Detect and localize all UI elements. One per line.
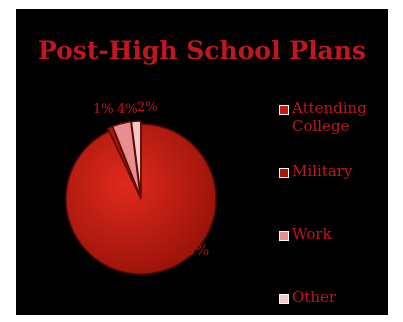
data-label-other: 2% bbox=[137, 100, 158, 115]
legend-label: Military bbox=[292, 162, 353, 180]
data-label-work: 4% bbox=[117, 102, 138, 117]
chart-area: Post-High School Plans 93% 1% 4% 2% Attendi… bbox=[16, 9, 388, 315]
legend-swatch-icon bbox=[279, 231, 289, 241]
data-label-attending-college: 93% bbox=[176, 241, 209, 259]
legend-label: Other bbox=[292, 288, 337, 306]
pie-slice-other bbox=[130, 120, 142, 197]
chart-title: Post-High School Plans bbox=[37, 36, 367, 65]
pie-slice-attending-college bbox=[65, 123, 217, 275]
legend-swatch-icon bbox=[279, 294, 289, 304]
legend-swatch-icon bbox=[279, 105, 289, 115]
data-label-military: 1% bbox=[93, 102, 114, 117]
legend-swatch-icon bbox=[279, 168, 289, 178]
pie-chart: 93% 1% 4% 2% bbox=[65, 100, 217, 275]
legend-label: Work bbox=[292, 225, 332, 243]
legend-label: Attending College bbox=[292, 99, 367, 135]
